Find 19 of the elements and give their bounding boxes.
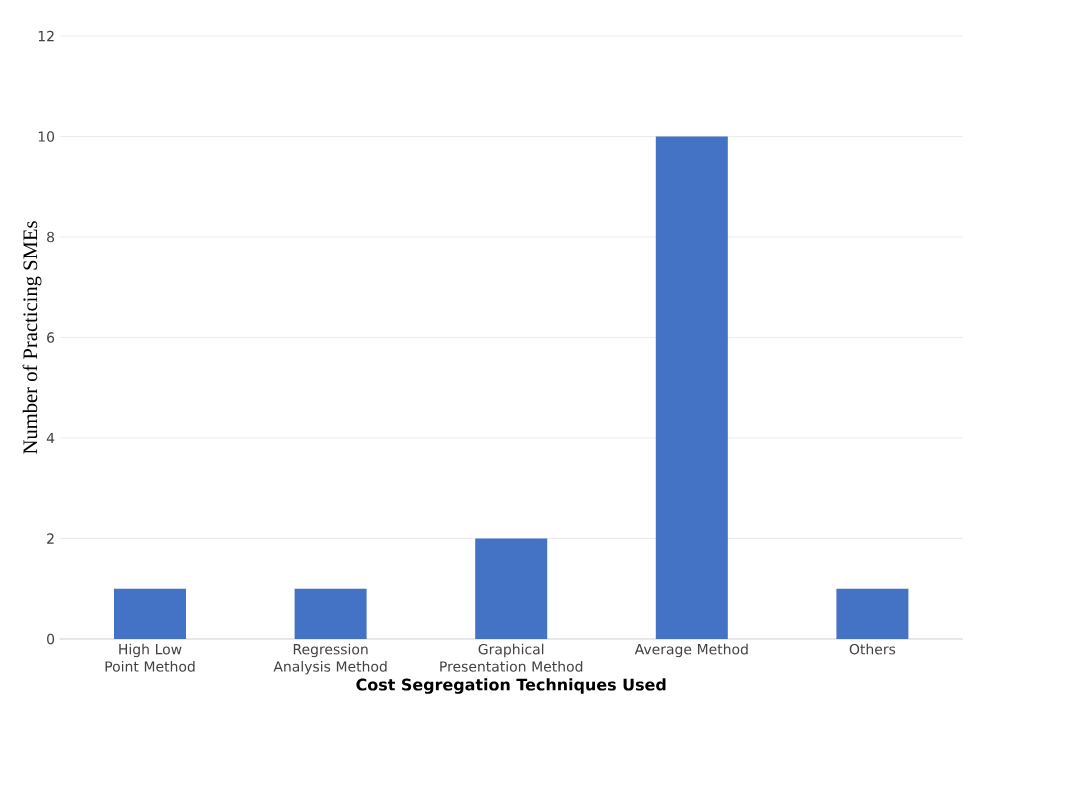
y-tick-label: 6 [47,332,55,343]
y-axis-title: Number of Practicing SMEs [22,221,42,454]
x-tick-label: Graphical Presentation Method [440,643,583,672]
y-tick-label: 8 [47,231,55,243]
y-tick-label: 2 [47,533,54,544]
y-tick-label: 10 [38,131,55,142]
y-tick-label: 12 [38,30,54,42]
bar [475,538,548,639]
x-tick-label: Regression Analysis Method [273,643,387,675]
x-tick-label: Average Method [634,643,748,658]
bar [836,588,909,639]
bar [114,588,186,639]
x-axis-title: Cost Segregation Techniques Used [356,678,666,694]
x-tick-label: High Low Point Method [105,643,195,672]
bar [655,136,728,639]
y-tick-label: 0 [47,633,55,645]
bar [294,588,367,639]
y-tick-label: 4 [46,432,55,444]
x-tick-label: Others [849,643,896,655]
